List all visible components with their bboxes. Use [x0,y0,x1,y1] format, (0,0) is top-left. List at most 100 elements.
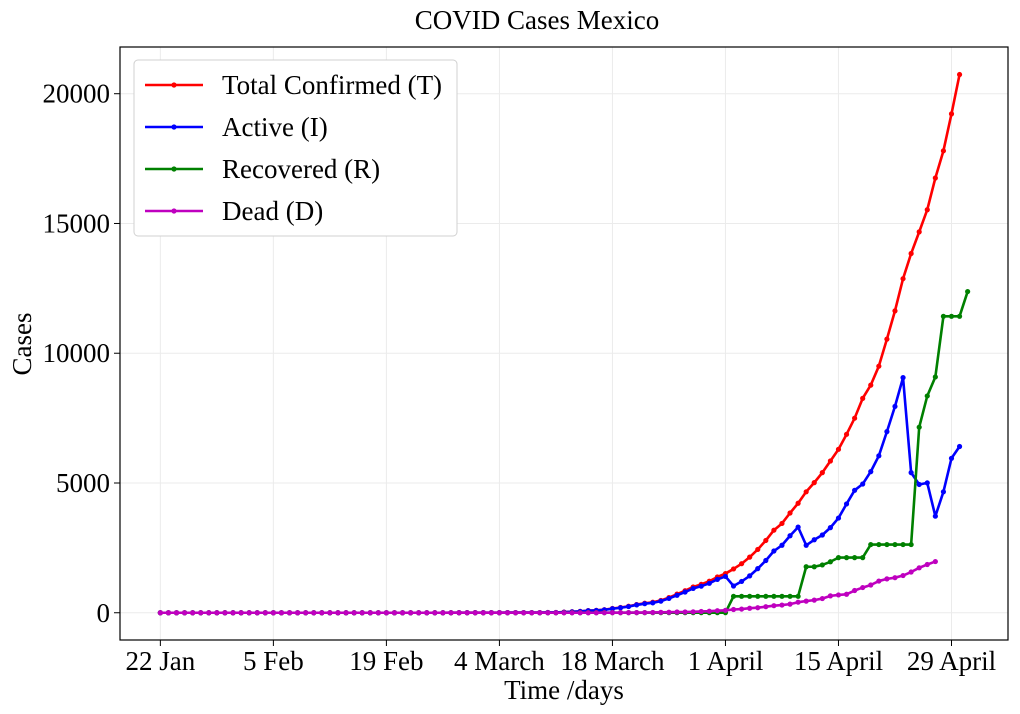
legend-marker [171,82,177,88]
data-point [270,610,276,616]
data-point [892,541,898,548]
x-axis-label: Time /days [504,675,624,705]
data-point [795,599,801,605]
data-point [868,382,874,388]
data-point [206,610,212,616]
data-point [593,610,599,616]
data-point [819,595,825,602]
data-point [739,606,745,612]
y-tick-label: 5000 [56,468,110,498]
data-point [956,443,963,450]
data-point [884,541,890,548]
data-point [617,610,624,616]
series-line [160,560,936,615]
plot-frame [119,46,1009,641]
data-point [908,470,914,476]
data-point [803,489,809,495]
data-point [835,446,842,452]
legend-label: Total Confirmed (T) [222,70,442,100]
data-point [860,395,866,401]
data-point [690,609,696,615]
data-point [779,542,785,548]
data-point [860,584,866,591]
data-point [900,276,906,282]
data-point [739,561,745,567]
data-point [739,593,745,599]
data-point [900,375,906,381]
data-point [827,559,834,565]
data-point [278,610,285,616]
data-point [658,598,664,604]
data-point [779,593,785,599]
data-point [747,554,753,560]
data-point [480,610,486,616]
data-point [577,610,583,616]
data-point [876,578,882,584]
data-point [634,609,640,616]
data-point [948,111,955,117]
data-point [755,566,761,572]
y-axis-label: Cases [7,313,37,376]
data-point [811,564,817,570]
data-point [416,610,422,616]
data-point [391,610,398,616]
data-point [747,605,753,611]
x-tick-label: 29 April [907,646,996,676]
data-point [472,610,478,616]
data-point [634,602,640,608]
data-point [682,589,688,595]
data-point [924,207,930,213]
x-tick-label: 22 Jan [125,646,195,676]
data-point [795,593,801,599]
data-point [811,480,817,486]
data-point [214,610,220,616]
data-point [819,562,825,568]
data-point [706,580,712,586]
data-point [755,593,761,599]
data-point [803,542,809,548]
data-point [303,610,309,616]
data-point [852,487,858,493]
data-point [811,537,817,543]
data-point [843,431,850,437]
data-point [787,601,793,607]
data-point [529,610,535,616]
data-point [916,229,922,235]
x-tick-label: 1 April [688,646,764,676]
data-point [779,602,785,608]
data-point [642,609,648,616]
data-point [956,313,963,319]
data-point [650,600,656,606]
data-point [375,610,381,616]
data-point [448,610,454,616]
series-2 [157,288,971,616]
data-point [569,610,575,616]
data-point [876,363,882,369]
data-point [722,607,729,613]
data-point [779,520,785,527]
data-point [165,610,172,616]
data-point [876,541,882,548]
data-point [254,610,260,616]
data-point [916,565,922,571]
data-point [755,605,761,611]
data-point [714,576,720,582]
data-point [537,610,543,616]
y-tick-label: 10000 [43,338,111,368]
data-point [311,610,317,616]
data-point [771,593,777,599]
data-point [642,601,648,607]
data-point [343,610,349,616]
data-point [940,489,947,495]
data-point [351,610,357,616]
data-point [852,415,858,421]
data-point [674,609,680,615]
data-point [924,393,930,399]
data-point [173,610,180,616]
series-3 [157,558,938,616]
legend: Total Confirmed (T) Active (I) Recovered (… [133,59,458,237]
data-point [900,541,906,548]
data-point [924,480,930,486]
data-point [198,610,204,616]
